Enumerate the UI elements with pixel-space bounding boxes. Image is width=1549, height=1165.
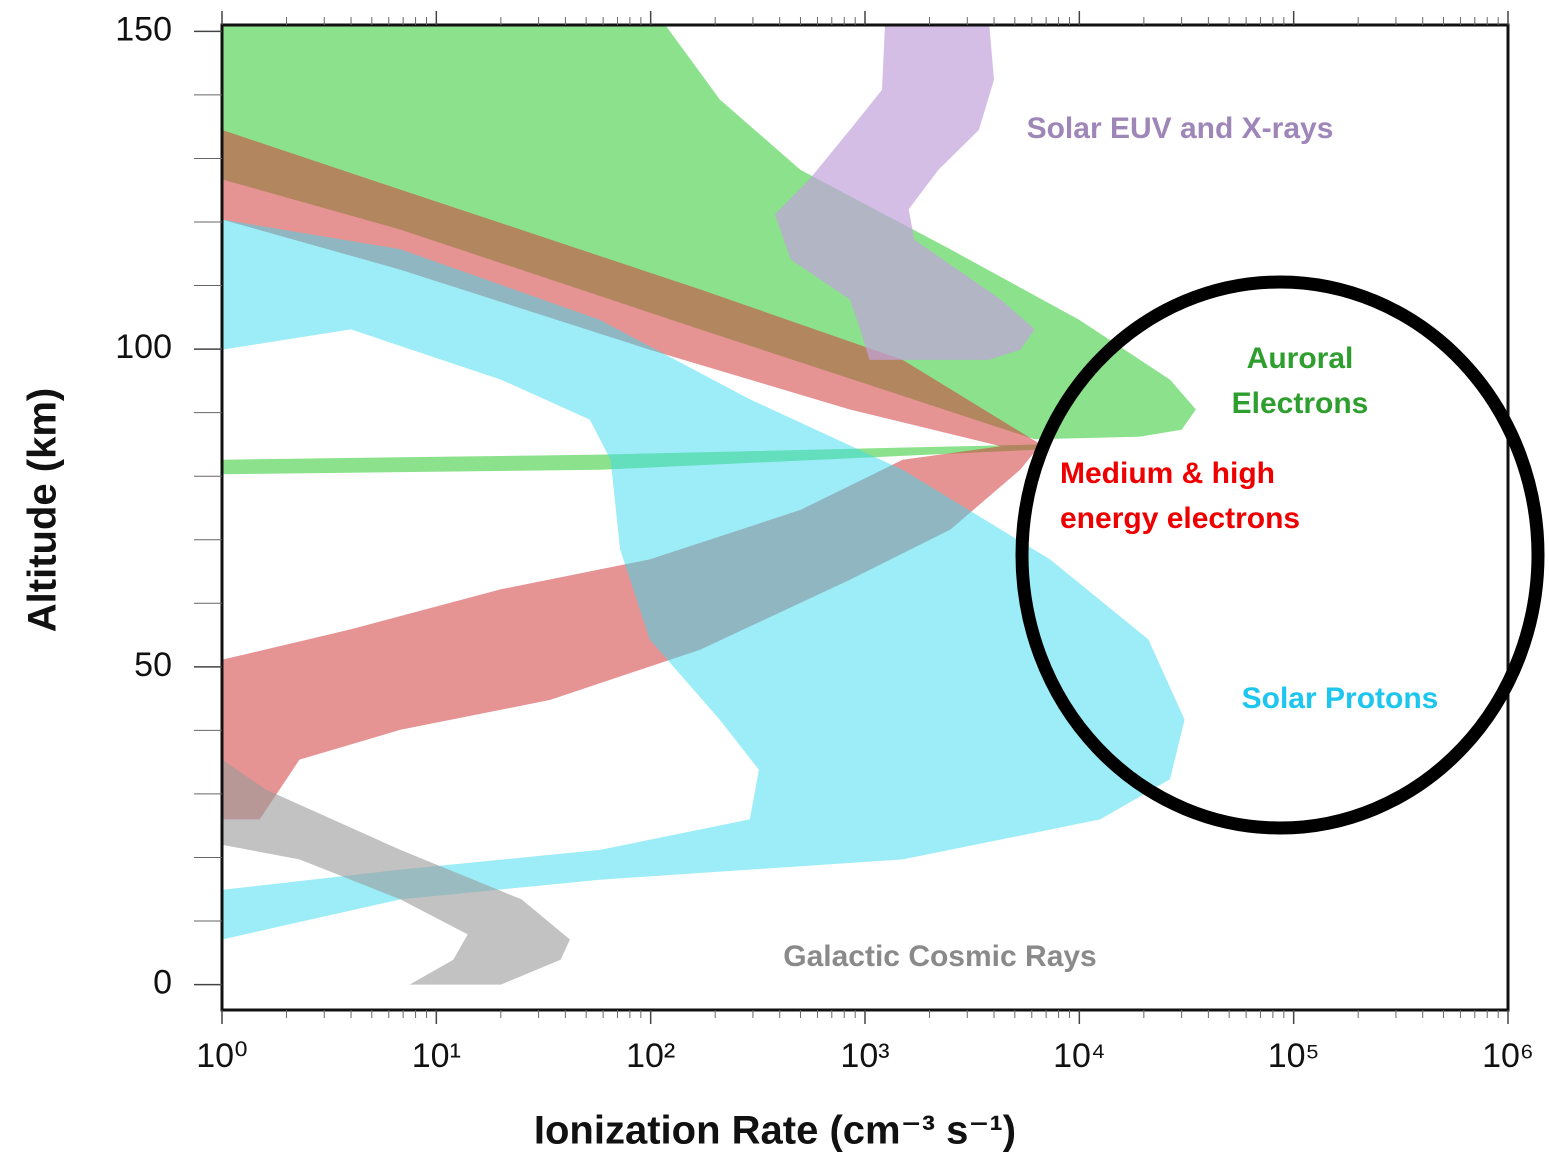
x-axis-label: Ionization Rate (cm⁻³ s⁻¹)	[534, 1109, 1016, 1153]
series-label: Electrons	[1232, 387, 1369, 420]
x-tick-label: 10²	[626, 1037, 675, 1075]
band	[774, 25, 1035, 360]
band	[222, 759, 570, 985]
y-tick-label: 100	[115, 328, 172, 366]
y-tick-label: 50	[134, 646, 172, 684]
x-tick-label: 10⁶	[1482, 1037, 1534, 1075]
x-tick-label: 10⁵	[1268, 1037, 1320, 1075]
y-tick-label: 0	[153, 964, 172, 1002]
x-tick-label: 10⁴	[1053, 1037, 1105, 1075]
series-label: Solar EUV and X-rays	[1027, 112, 1334, 145]
x-tick-label: 10⁰	[196, 1037, 247, 1075]
y-tick-label: 150	[115, 10, 172, 48]
band	[222, 129, 1041, 820]
series-label: energy electrons	[1060, 502, 1300, 535]
band	[222, 25, 1196, 475]
series-label: Medium & high	[1060, 457, 1275, 490]
areas	[222, 25, 1196, 985]
series-label: Auroral	[1247, 342, 1354, 375]
y-axis-label: Altitude (km)	[21, 388, 65, 632]
x-tick-label: 10³	[840, 1037, 889, 1075]
highlight-circle	[1015, 275, 1545, 835]
x-tick-label: 10¹	[412, 1037, 461, 1075]
series-label: Galactic Cosmic Rays	[783, 940, 1097, 973]
band	[222, 219, 1185, 940]
series-label: Solar Protons	[1242, 682, 1439, 715]
